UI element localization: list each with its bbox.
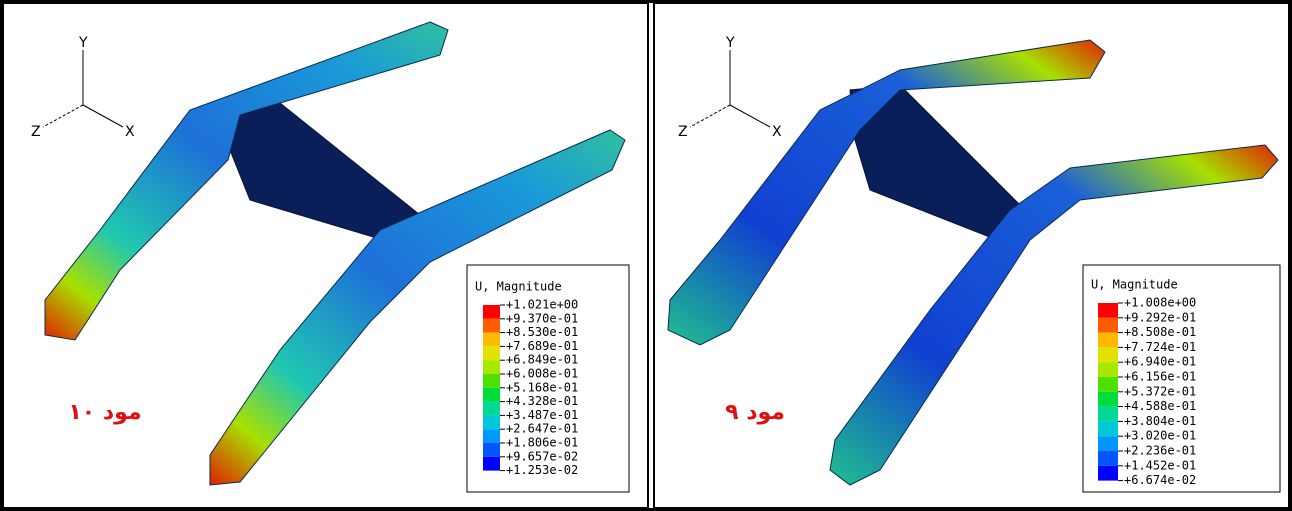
legend-swatch — [483, 374, 500, 388]
legend-swatch — [1098, 347, 1118, 362]
panel: Y Z X U, Magnitude +1.021e+00+9.370e-01+8.53… — [31, 22, 629, 492]
legend-swatch — [483, 346, 500, 360]
legend-label: +7.724e-01 — [1124, 340, 1196, 354]
mode-label: مود ۱۰ — [68, 400, 141, 425]
legend-label: +6.156e-01 — [1124, 370, 1196, 384]
triad-axis — [43, 105, 83, 127]
triad-label: Y — [725, 35, 735, 51]
legend-label: +9.657e-02 — [506, 449, 578, 463]
legend-label: +4.588e-01 — [1124, 399, 1196, 413]
legend-swatch — [1098, 436, 1118, 451]
legend-swatch — [1098, 451, 1118, 466]
legend-swatch — [1098, 318, 1118, 333]
legend-swatch — [1098, 362, 1118, 377]
legend-label: +6.008e-01 — [506, 367, 578, 381]
legend-title: U, Magnitude — [1091, 278, 1178, 292]
legend-swatch — [483, 388, 500, 402]
part-shaft — [220, 95, 420, 245]
legend-label: +6.849e-01 — [506, 353, 578, 367]
legend-label: +3.020e-01 — [1124, 429, 1196, 443]
legend-label: +6.674e-02 — [1124, 473, 1196, 487]
legend-swatch — [483, 415, 500, 429]
legend-label: +2.236e-01 — [1124, 444, 1196, 458]
legend-swatch — [483, 457, 500, 471]
mode-label: مود ۹ — [725, 400, 785, 425]
legend-label: +8.508e-01 — [1124, 325, 1196, 339]
legend-label: +2.647e-01 — [506, 422, 578, 436]
legend-title: U, Magnitude — [475, 280, 562, 294]
legend-label: +7.689e-01 — [506, 339, 578, 353]
legend-swatch — [1098, 466, 1118, 481]
legend-swatch — [1098, 392, 1118, 407]
legend-swatch — [483, 360, 500, 374]
legend-label: +5.372e-01 — [1124, 384, 1196, 398]
triad-label: Z — [678, 124, 688, 140]
divider — [648, 2, 654, 509]
triad-axis — [730, 105, 770, 127]
legend-swatch — [483, 429, 500, 443]
triad-axis — [83, 105, 123, 127]
legend-swatch — [483, 333, 500, 347]
legend-label: +8.530e-01 — [506, 325, 578, 339]
triad-label: X — [772, 124, 782, 140]
legend-label: +1.008e+00 — [1124, 296, 1196, 310]
panel: Y Z X U, Magnitude +1.008e+00+9.292e-01+8.50… — [668, 35, 1280, 492]
legend-label: +4.328e-01 — [506, 394, 578, 408]
legend-label: +3.804e-01 — [1124, 414, 1196, 428]
canvas: Y Z X U, Magnitude +1.021e+00+9.370e-01+8.53… — [0, 0, 1292, 511]
legend-label: +6.940e-01 — [1124, 355, 1196, 369]
legend-swatch — [1098, 421, 1118, 436]
legend-label: +1.806e-01 — [506, 436, 578, 450]
legend-swatch — [1098, 407, 1118, 422]
triad-label: Y — [78, 35, 88, 51]
legend-label: +1.253e-02 — [506, 463, 578, 477]
legend-swatch — [1098, 377, 1118, 392]
triad-label: Z — [31, 124, 41, 140]
legend-swatch — [483, 402, 500, 416]
legend-swatch — [483, 305, 500, 319]
legend-swatch — [1098, 333, 1118, 348]
legend-label: +9.292e-01 — [1124, 310, 1196, 324]
legend-swatch — [483, 443, 500, 457]
triad-axis — [690, 105, 730, 127]
triad-label: X — [125, 124, 135, 140]
legend-swatch — [483, 319, 500, 333]
legend-label: +1.452e-01 — [1124, 458, 1196, 472]
legend-label: +9.370e-01 — [506, 311, 578, 325]
screenshot: Y Z X U, Magnitude +1.021e+00+9.370e-01+8.53… — [0, 0, 1292, 511]
legend-label: +5.168e-01 — [506, 380, 578, 394]
legend-label: +3.487e-01 — [506, 408, 578, 422]
legend-swatch — [1098, 303, 1118, 318]
legend-label: +1.021e+00 — [506, 298, 578, 312]
